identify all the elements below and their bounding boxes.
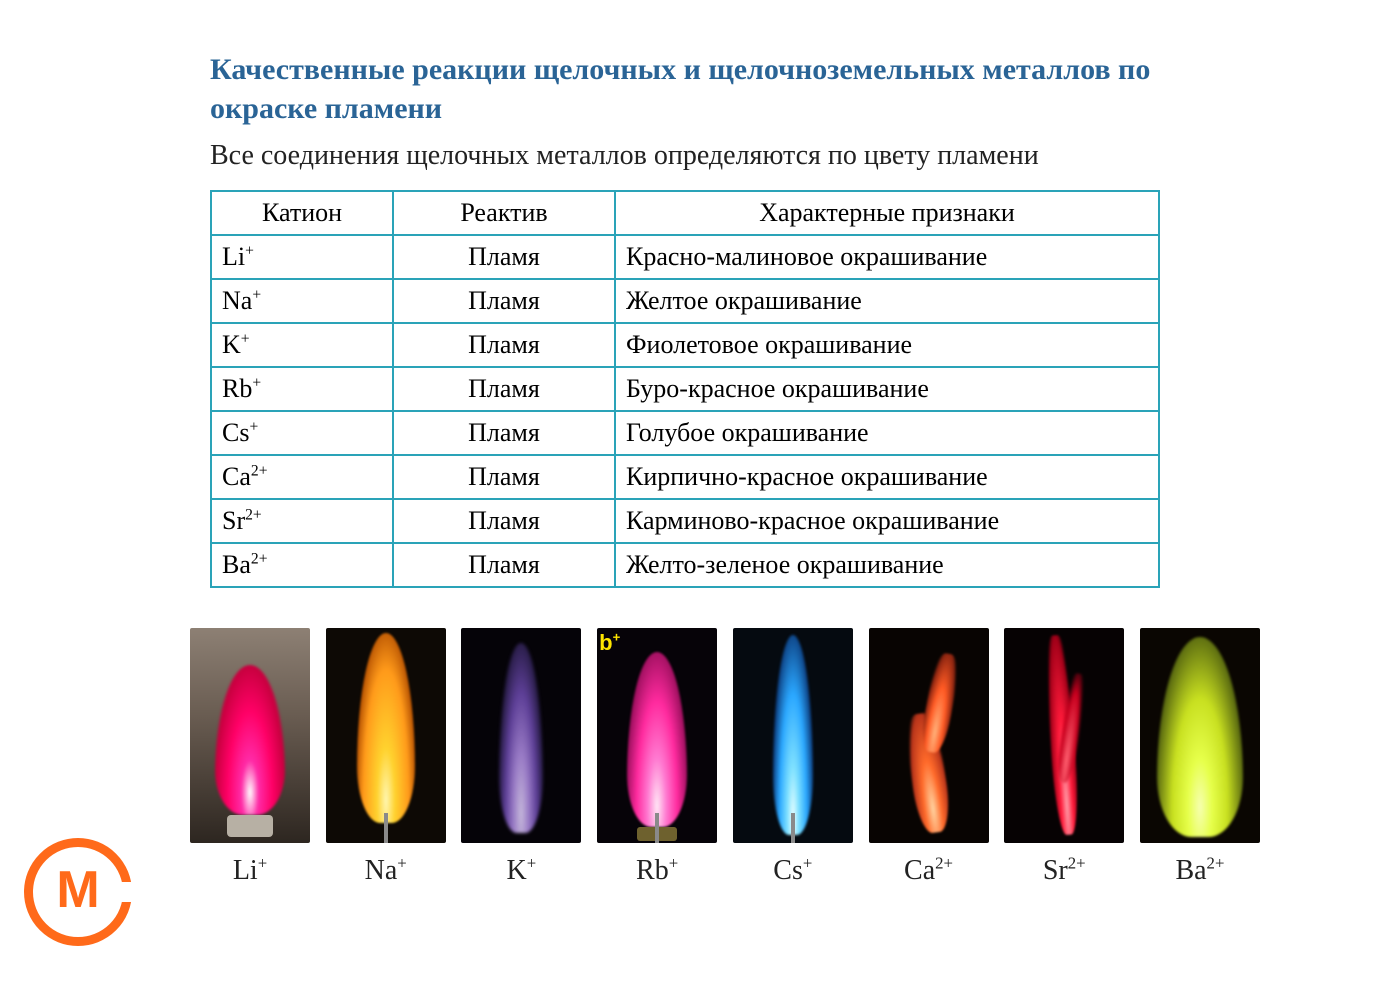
cell-cation: Sr2+ (211, 499, 393, 543)
flame-image-na (326, 628, 446, 843)
subtitle: Все соединения щелочных металлов определ… (210, 140, 1330, 172)
flame-label: Ca2+ (904, 855, 953, 887)
flame-card: b+ Rb+ (597, 628, 717, 887)
table-row: Rb+ПламяБуро-красное окрашивание (211, 367, 1159, 411)
flame-image-li (190, 628, 310, 843)
cell-sign: Кирпично-красное окрашивание (615, 455, 1159, 499)
flame-image-ba (1140, 628, 1260, 843)
flame-icon (215, 665, 285, 815)
flame-label: Rb+ (636, 855, 678, 887)
cell-sign: Голубое окрашивание (615, 411, 1159, 455)
flame-card: Li+ (190, 628, 310, 887)
flame-icon (1157, 637, 1243, 837)
flame-icon (627, 652, 687, 827)
flame-label: Na+ (365, 855, 407, 887)
cell-sign: Желто-зеленое окрашивание (615, 543, 1159, 587)
table-row: Ca2+ПламяКирпично-красное окрашивание (211, 455, 1159, 499)
page-title: Качественные реакции щелочных и щелочноз… (210, 50, 1170, 128)
overlay-label: b+ (599, 630, 620, 656)
col-header-cation: Катион (211, 191, 393, 235)
flame-icon (773, 635, 813, 835)
cell-sign: Желтое окрашивание (615, 279, 1159, 323)
cell-reagent: Пламя (393, 499, 615, 543)
flame-card: Na+ (326, 628, 446, 887)
flame-card: Ba2+ (1140, 628, 1260, 887)
col-header-sign: Характерные признаки (615, 191, 1159, 235)
col-header-reagent: Реактив (393, 191, 615, 235)
table-row: K+ПламяФиолетовое окрашивание (211, 323, 1159, 367)
flame-card: Cs+ (733, 628, 853, 887)
flame-label: Sr2+ (1043, 855, 1086, 887)
flame-label: K+ (507, 855, 537, 887)
cell-sign: Карминово-красное окрашивание (615, 499, 1159, 543)
flame-image-cs (733, 628, 853, 843)
table-row: Cs+ПламяГолубое окрашивание (211, 411, 1159, 455)
cell-sign: Красно-малиновое окрашивание (615, 235, 1159, 279)
flame-image-k (461, 628, 581, 843)
flame-label: Li+ (233, 855, 267, 887)
flame-icon (357, 633, 415, 823)
watermark-logo: М (24, 838, 132, 946)
cell-reagent: Пламя (393, 455, 615, 499)
table-header-row: Катион Реактив Характерные признаки (211, 191, 1159, 235)
flame-gallery: Li+ Na+ K+ b+ Rb+ Cs+ Ca2+ Sr2+ Ba2+ (190, 628, 1260, 887)
cell-cation: Na+ (211, 279, 393, 323)
table-row: Li+ПламяКрасно-малиновое окрашивание (211, 235, 1159, 279)
cell-cation: Ca2+ (211, 455, 393, 499)
cell-reagent: Пламя (393, 543, 615, 587)
flame-image-rb: b+ (597, 628, 717, 843)
cell-reagent: Пламя (393, 367, 615, 411)
logo-letter: М (24, 864, 132, 916)
cell-reagent: Пламя (393, 411, 615, 455)
flame-label: Cs+ (773, 855, 812, 887)
flame-icon (499, 643, 543, 833)
flame-image-sr (1004, 628, 1124, 843)
cell-sign: Фиолетовое окрашивание (615, 323, 1159, 367)
cell-cation: Li+ (211, 235, 393, 279)
table-row: Sr2+ПламяКарминово-красное окрашивание (211, 499, 1159, 543)
cell-reagent: Пламя (393, 279, 615, 323)
cell-cation: K+ (211, 323, 393, 367)
flame-card: Sr2+ (1004, 628, 1124, 887)
flame-label: Ba2+ (1175, 855, 1224, 887)
cell-cation: Cs+ (211, 411, 393, 455)
reactions-table: Катион Реактив Характерные признаки Li+П… (210, 190, 1160, 588)
flame-card: Ca2+ (869, 628, 989, 887)
cell-reagent: Пламя (393, 235, 615, 279)
cell-sign: Буро-красное окрашивание (615, 367, 1159, 411)
flame-card: K+ (461, 628, 581, 887)
table-row: Ba2+ПламяЖелто-зеленое окрашивание (211, 543, 1159, 587)
cell-cation: Rb+ (211, 367, 393, 411)
table-row: Na+ПламяЖелтое окрашивание (211, 279, 1159, 323)
flame-image-ca (869, 628, 989, 843)
cell-cation: Ba2+ (211, 543, 393, 587)
cell-reagent: Пламя (393, 323, 615, 367)
